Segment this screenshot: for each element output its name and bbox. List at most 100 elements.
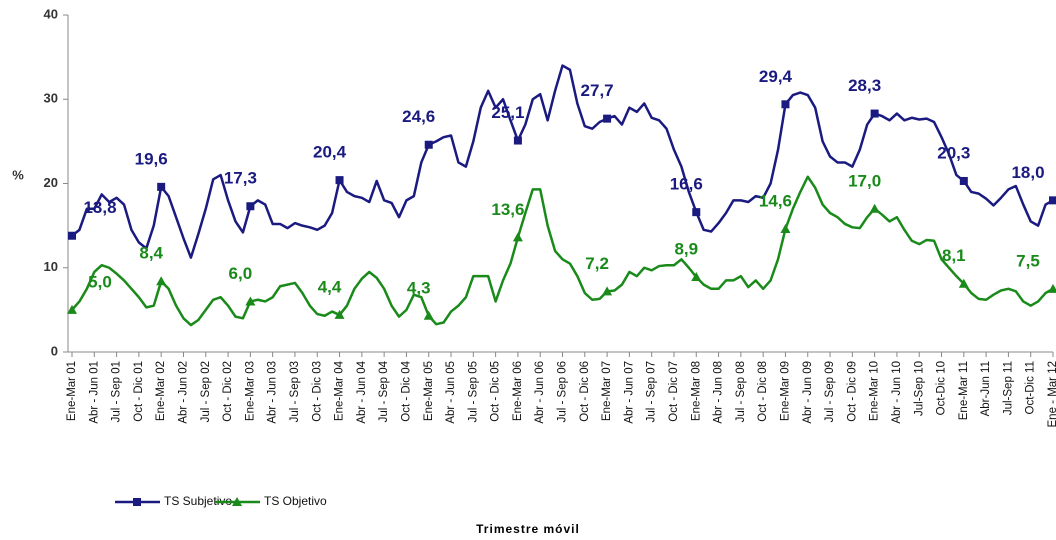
- value-label: 20,4: [313, 143, 347, 162]
- x-tick-label: Jul-Sep 10: [913, 361, 925, 416]
- x-tick-label: Oct - Dic 09: [846, 361, 858, 422]
- value-label: 8,4: [139, 244, 163, 263]
- value-label: 28,3: [848, 76, 881, 95]
- marker: [959, 176, 968, 185]
- marker: [603, 114, 612, 123]
- x-tick-label: Ene-Mar 04: [334, 360, 346, 421]
- y-tick-label: 30: [44, 91, 58, 106]
- x-tick-label: Ene-Mar 11: [958, 361, 970, 420]
- x-tick-label: Abr - Jun 09: [802, 361, 814, 424]
- value-label: 5,0: [88, 272, 112, 291]
- x-tick-label: Jul-Sep 11: [1002, 361, 1014, 415]
- value-label: 16,6: [670, 175, 703, 194]
- x-tick-label: Ene-Mar 02: [155, 361, 167, 421]
- marker: [692, 208, 701, 217]
- x-tick-label: Ene-Mar 09: [779, 361, 791, 421]
- x-tick-label: Jul - Sep 01: [111, 361, 123, 422]
- value-label: 4,4: [318, 277, 342, 296]
- marker: [1049, 196, 1056, 205]
- x-tick-label: Ene-Mar 07: [601, 361, 613, 421]
- x-tick-label: Oct - Dic 02: [222, 361, 234, 422]
- x-tick-label: Abr - Jun 03: [267, 361, 279, 424]
- x-tick-label: Oct - Dic 08: [757, 361, 769, 422]
- x-tick-label: Ene - Mar 12: [1047, 361, 1056, 427]
- marker: [67, 304, 77, 314]
- legend-marker: [133, 498, 141, 506]
- y-tick-label: 20: [44, 175, 58, 190]
- x-tick-label: Abr - Jun 04: [356, 360, 368, 423]
- marker: [870, 109, 879, 118]
- x-tick-label: Oct - Dic 06: [579, 361, 591, 422]
- y-tick-label: 10: [44, 259, 58, 274]
- x-tick-label: Ene-Mar 10: [869, 361, 881, 421]
- x-tick-label: Jul - Sep 02: [200, 361, 212, 422]
- marker: [157, 182, 166, 191]
- value-label: 24,6: [402, 107, 435, 126]
- value-label: 14,6: [759, 191, 792, 210]
- marker: [335, 176, 344, 185]
- marker: [246, 202, 255, 211]
- marker: [245, 296, 256, 306]
- x-tick-label: Oct - Dic 04: [400, 360, 412, 421]
- x-tick-label: Ene-Mar 06: [512, 361, 524, 421]
- value-label: 8,9: [674, 240, 698, 259]
- x-tick-label: Oct-Dic 10: [936, 361, 948, 415]
- value-label: 6,0: [229, 264, 253, 283]
- value-label: 29,4: [759, 67, 793, 86]
- x-tick-label: Oct - Dic 01: [133, 361, 145, 422]
- marker: [68, 231, 76, 240]
- value-label: 17,3: [224, 169, 257, 188]
- x-tick-label: Abr - Jun 08: [713, 361, 725, 424]
- value-label: 25,1: [491, 103, 524, 122]
- x-axis-label: Trimestre móvil: [476, 522, 580, 536]
- x-tick-label: Abr - Jun 10: [891, 361, 903, 424]
- legend-label: TS Subjetivo: [164, 494, 232, 508]
- x-tick-label: Jul - Sep 05: [467, 361, 479, 422]
- marker: [423, 310, 434, 320]
- marker: [869, 203, 880, 213]
- marker: [602, 286, 613, 296]
- y-axis-label: %: [12, 167, 24, 182]
- x-tick-label: Abr - Jun 02: [178, 361, 190, 424]
- marker: [1048, 283, 1056, 293]
- x-tick-label: Abr - Jun 06: [534, 361, 546, 424]
- x-tick-label: Ene-Mar 08: [690, 361, 702, 421]
- value-label: 13,6: [491, 200, 524, 219]
- marker: [780, 223, 791, 233]
- x-tick-label: Ene-Mar 01: [66, 361, 78, 421]
- x-tick-label: Oct - Dic 05: [490, 361, 502, 422]
- value-label: 4,3: [407, 278, 431, 297]
- legend-marker: [232, 497, 242, 506]
- marker: [424, 140, 433, 149]
- x-tick-label: Jul - Sep 03: [289, 361, 301, 422]
- value-label: 19,6: [135, 149, 168, 168]
- value-label: 20,3: [937, 143, 970, 162]
- value-label: 18,0: [1011, 163, 1044, 182]
- x-tick-label: Abr - Jun 05: [445, 361, 457, 424]
- value-label: 8,1: [942, 246, 966, 265]
- marker: [781, 100, 790, 109]
- x-tick-label: Jul - Sep 06: [557, 361, 569, 422]
- x-tick-label: Oct - Dic 07: [668, 361, 680, 422]
- series-line: [71, 64, 1054, 259]
- marker: [334, 309, 345, 319]
- series-line: [71, 175, 1054, 327]
- x-tick-label: Jul - Sep 08: [735, 361, 747, 422]
- y-tick-label: 40: [44, 6, 58, 21]
- value-label: 7,5: [1016, 251, 1040, 270]
- marker: [513, 136, 522, 145]
- x-tick-label: Jul - Sep 04: [378, 360, 390, 422]
- marker: [691, 272, 702, 282]
- x-tick-label: Jul - Sep 07: [646, 361, 658, 422]
- y-tick-label: 0: [51, 343, 58, 358]
- marker: [156, 276, 167, 286]
- x-tick-label: Abr-Jun 11: [980, 361, 992, 416]
- x-tick-label: Ene-Mar 03: [244, 361, 256, 421]
- x-tick-label: Jul - Sep 09: [824, 361, 836, 422]
- x-tick-label: Abr - Jun 01: [88, 361, 100, 424]
- value-label: 13,8: [83, 198, 116, 217]
- marker: [512, 232, 523, 242]
- value-label: 17,0: [848, 171, 881, 190]
- x-tick-label: Oct-Dic 11: [1025, 361, 1037, 414]
